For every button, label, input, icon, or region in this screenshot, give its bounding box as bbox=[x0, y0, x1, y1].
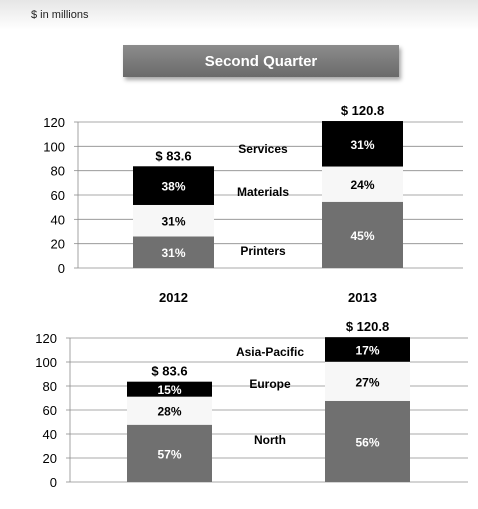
data-label: 56% bbox=[355, 435, 379, 449]
series-label: Materials bbox=[237, 185, 289, 199]
section-title-box: Second Quarter bbox=[123, 45, 399, 77]
data-label: 31% bbox=[161, 246, 185, 260]
bar-segment-asia-pacific bbox=[325, 337, 410, 362]
series-label: Asia-Pacific bbox=[236, 345, 304, 359]
category-label: 2012 bbox=[159, 290, 188, 305]
units-label: $ in millions bbox=[31, 9, 89, 21]
y-tick-label: 100 bbox=[35, 355, 57, 370]
series-label: Services bbox=[238, 142, 288, 156]
y-tick-label: 80 bbox=[51, 164, 65, 179]
y-tick-label: 40 bbox=[51, 212, 65, 227]
series-label: Printers bbox=[240, 244, 286, 258]
bar-segment-services bbox=[133, 166, 214, 205]
y-tick-label: 40 bbox=[43, 427, 57, 442]
bar-segment-asia-pacific bbox=[127, 381, 212, 397]
data-label: 24% bbox=[350, 178, 374, 192]
data-label: 28% bbox=[157, 405, 181, 419]
data-label: 27% bbox=[355, 375, 379, 389]
y-tick-label: 20 bbox=[43, 451, 57, 466]
bar-segment-services bbox=[322, 121, 403, 167]
data-label: 38% bbox=[161, 180, 185, 194]
series-label: North bbox=[254, 433, 286, 447]
bar-segment-printers bbox=[322, 201, 403, 268]
total-label: $ 120.8 bbox=[341, 103, 384, 118]
bar-segment-north bbox=[325, 400, 410, 482]
data-label: 31% bbox=[161, 215, 185, 229]
data-label: 45% bbox=[350, 229, 374, 243]
bar-segment-materials bbox=[322, 166, 403, 202]
y-tick-label: 120 bbox=[43, 115, 65, 130]
chart-by-product: 0 20 40 60 80 100 120 31% 31% 38% $ 83.6 2012 45% 24%… bbox=[43, 103, 463, 305]
category-label: 2013 bbox=[348, 290, 377, 305]
data-label: 31% bbox=[350, 138, 374, 152]
total-label: $ 120.8 bbox=[346, 319, 389, 334]
y-tick-label: 60 bbox=[43, 403, 57, 418]
data-label: 17% bbox=[355, 343, 379, 357]
bar-segment-printers bbox=[133, 236, 214, 268]
data-label: 15% bbox=[157, 383, 181, 397]
y-tick-label: 100 bbox=[43, 139, 65, 154]
series-label: Europe bbox=[249, 377, 291, 391]
data-label: 57% bbox=[157, 447, 181, 461]
y-tick-label: 0 bbox=[50, 475, 57, 490]
bar-segment-europe bbox=[325, 361, 410, 401]
bar-segment-materials bbox=[133, 204, 214, 237]
y-tick-label: 80 bbox=[43, 379, 57, 394]
chart-by-region: 0 20 40 60 80 100 120 57% 28% 15% $ 83.6 56% 27% 17% $… bbox=[35, 319, 468, 490]
section-title: Second Quarter bbox=[204, 52, 318, 70]
total-label: $ 83.6 bbox=[155, 148, 191, 163]
total-label: $ 83.6 bbox=[151, 364, 187, 379]
bar-segment-europe bbox=[127, 396, 212, 425]
y-tick-label: 120 bbox=[35, 331, 57, 346]
top-gradient-band bbox=[0, 0, 478, 30]
y-tick-label: 20 bbox=[51, 237, 65, 252]
y-tick-label: 60 bbox=[51, 188, 65, 203]
bar-segment-north bbox=[127, 424, 212, 482]
y-tick-label: 0 bbox=[58, 261, 65, 276]
